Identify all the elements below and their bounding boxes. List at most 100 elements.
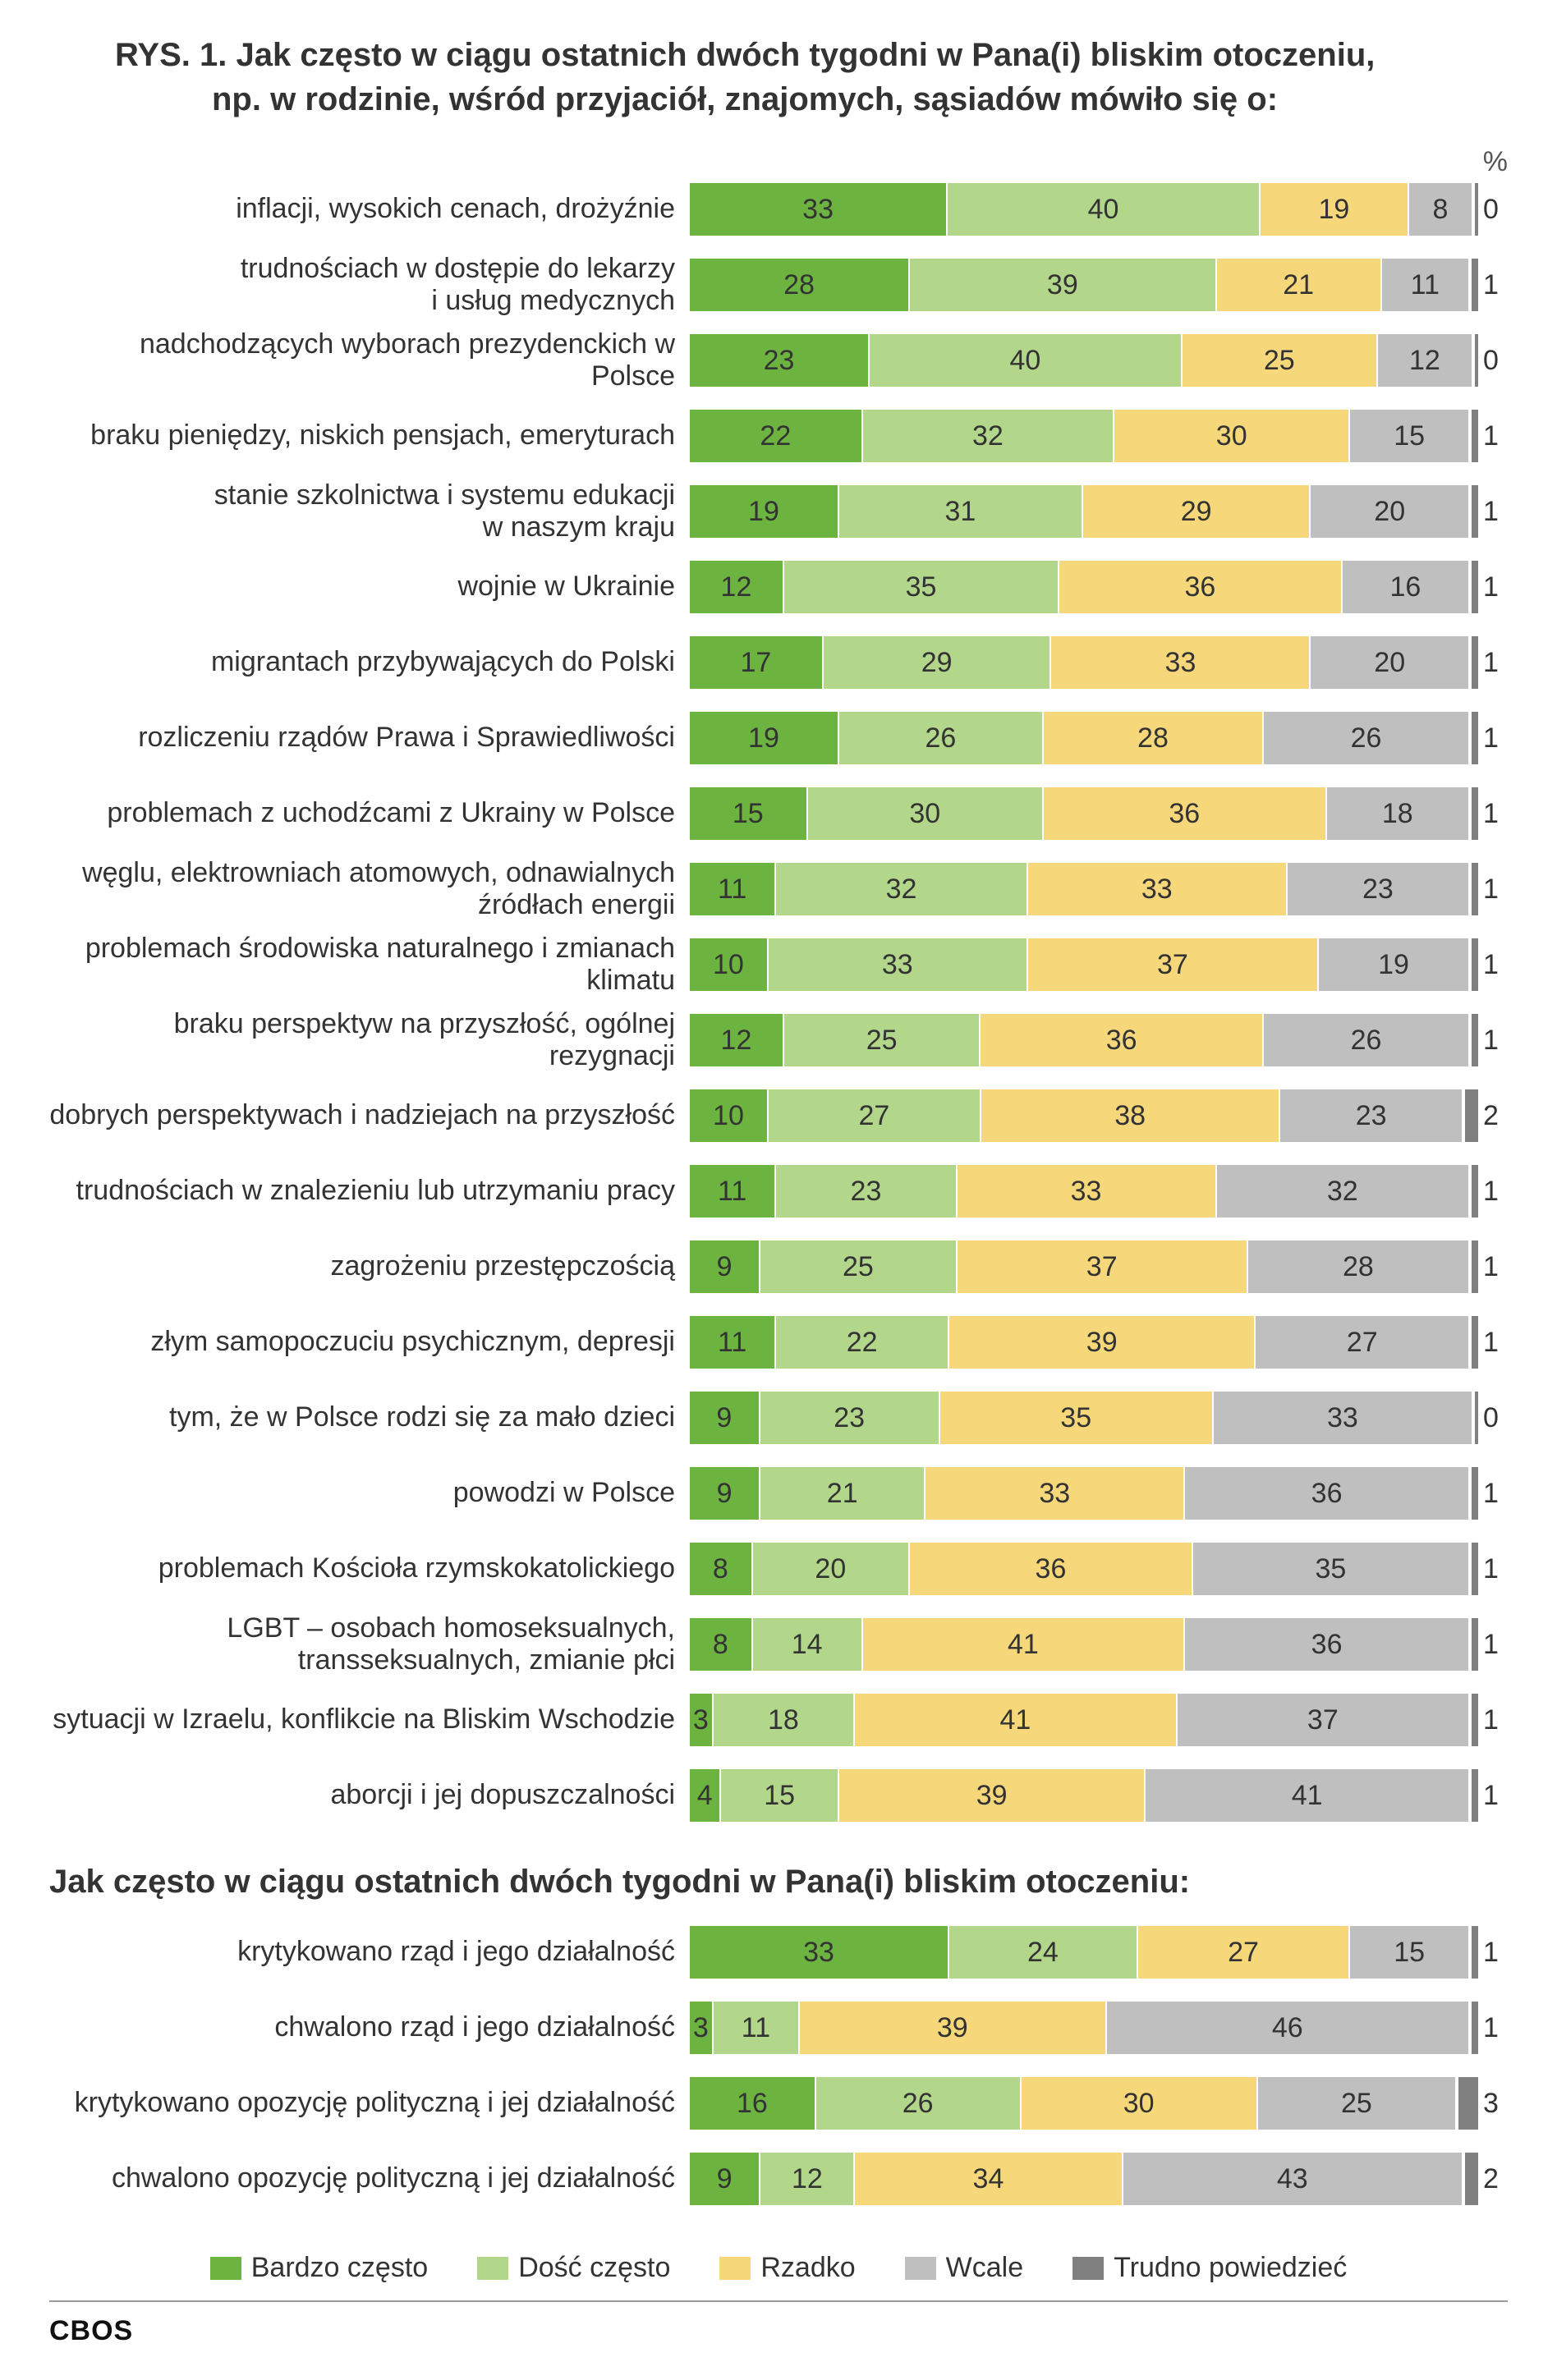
bar-segment-last-sliver [1472, 1926, 1478, 1979]
stacked-bar: 11223927 [690, 1316, 1468, 1369]
row-label: sytuacji w Izraelu, konflikcie na Bliski… [49, 1704, 690, 1736]
bar-segment: 39 [949, 1316, 1256, 1369]
chart-row: aborcji i jej dopuszczalności41539411 [49, 1763, 1508, 1827]
bar-segment: 40 [948, 183, 1261, 236]
bar-segment: 36 [1185, 1618, 1468, 1671]
chart-row: problemach Kościoła rzymskokatolickiego8… [49, 1537, 1508, 1601]
bar-segment-last-sliver [1472, 485, 1478, 538]
bar-segment: 33 [769, 938, 1028, 991]
chart-row: inflacji, wysokich cenach, drożyźnie3340… [49, 177, 1508, 241]
bar-segment-last-label: 1 [1478, 647, 1508, 679]
chart-row: węglu, elektrowniach atomowych, odnawial… [49, 857, 1508, 921]
bar-wrap: 31139461 [690, 2002, 1508, 2054]
bar-segment-last-label: 1 [1478, 1937, 1508, 1969]
bar-segment-last-label: 1 [1478, 1780, 1508, 1812]
bar-segment-last-sliver [1472, 1165, 1478, 1218]
bar-segment: 8 [1409, 183, 1472, 236]
legend-swatch [719, 2257, 751, 2280]
row-label: chwalono rząd i jego działalność [49, 2011, 690, 2043]
stacked-bar: 3340198 [690, 183, 1472, 236]
bar-segment: 27 [769, 1089, 981, 1142]
bar-segment-last-sliver [1472, 410, 1478, 462]
stacked-bar: 9253728 [690, 1240, 1468, 1293]
bar-segment: 36 [1059, 561, 1343, 613]
chart-row: trudnościach w znalezieniu lub utrzymani… [49, 1159, 1508, 1223]
bar-segment: 17 [690, 636, 824, 689]
bar-segment: 19 [690, 485, 839, 538]
bar-segment: 20 [753, 1543, 911, 1595]
legend-label: Wcale [946, 2252, 1023, 2284]
bar-segment-last-label: 1 [1478, 420, 1508, 452]
chart-row: stanie szkolnictwa i systemu edukacjiw n… [49, 479, 1508, 543]
chart-title: RYS. 1. Jak często w ciągu ostatnich dwó… [146, 33, 1508, 122]
bar-segment-last-sliver [1472, 2002, 1478, 2054]
stacked-bar: 9233533 [690, 1392, 1472, 1444]
bar-segment: 28 [1044, 712, 1264, 764]
bar-segment: 40 [870, 334, 1183, 387]
bar-segment-last-label: 1 [1478, 571, 1508, 603]
bar-segment-last-sliver [1472, 1014, 1478, 1066]
stacked-bar: 19312920 [690, 485, 1468, 538]
bar-segment: 19 [1319, 938, 1468, 991]
bar-segment: 29 [1083, 485, 1311, 538]
stacked-bar: 11323323 [690, 863, 1468, 915]
row-label: tym, że w Polsce rodzi się za mało dziec… [49, 1401, 690, 1433]
bar-segment-last-label: 2 [1478, 2163, 1508, 2195]
bar-segment: 29 [824, 636, 1052, 689]
bar-segment-last-label: 1 [1478, 1025, 1508, 1057]
bar-segment: 26 [816, 2077, 1022, 2130]
bar-wrap: 192628261 [690, 712, 1508, 764]
bar-wrap: 153036181 [690, 787, 1508, 840]
bar-segment-last-label: 1 [1478, 496, 1508, 528]
bar-segment: 21 [1217, 259, 1382, 311]
bar-segment: 15 [690, 787, 808, 840]
stacked-bar: 4153941 [690, 1769, 1468, 1822]
legend-label: Bardzo często [251, 2252, 428, 2284]
row-label: trudnościach w dostępie do lekarzyi usłu… [49, 253, 690, 317]
row-label: wojnie w Ukrainie [49, 571, 690, 603]
chart-subtitle: Jak często w ciągu ostatnich dwóch tygod… [49, 1864, 1508, 1901]
bar-segment: 16 [690, 2077, 816, 2130]
bar-segment: 33 [958, 1165, 1217, 1218]
chart-row: dobrych perspektywach i nadziejach na pr… [49, 1084, 1508, 1148]
row-label: inflacji, wysokich cenach, drożyźnie [49, 193, 690, 225]
bar-segment: 22 [776, 1316, 949, 1369]
bar-wrap: 102738232 [690, 1089, 1508, 1142]
legend-label: Trudno powiedzieć [1114, 2252, 1347, 2284]
bar-segment: 19 [690, 712, 839, 764]
bar-segment: 33 [1214, 1392, 1472, 1444]
bar-segment: 25 [1183, 334, 1378, 387]
stacked-bar: 19262826 [690, 712, 1468, 764]
chart-row: sytuacji w Izraelu, konflikcie na Bliski… [49, 1688, 1508, 1752]
chart-row: braku pieniędzy, niskich pensjach, emery… [49, 404, 1508, 468]
chart-row: wojnie w Ukrainie12353616 1 [49, 555, 1508, 619]
bar-segment-last-label: 1 [1478, 798, 1508, 830]
bar-segment: 4 [690, 1769, 721, 1822]
bar-segment: 28 [690, 259, 910, 311]
bar-segment-last-label: 1 [1478, 2012, 1508, 2044]
bar-wrap: 162630253 [690, 2077, 1508, 2130]
bar-segment-last-label: 1 [1478, 269, 1508, 301]
stacked-bar: 9213336 [690, 1467, 1468, 1520]
row-label: trudnościach w znalezieniu lub utrzymani… [49, 1175, 690, 1207]
bar-segment: 32 [863, 410, 1114, 462]
bar-wrap: 112239271 [690, 1316, 1508, 1369]
stacked-bar: 17293320 [690, 636, 1468, 689]
bar-segment-last-label: 0 [1478, 1402, 1508, 1434]
bar-segment-last-sliver [1472, 1316, 1478, 1369]
stacked-bar: 3184137 [690, 1694, 1468, 1746]
bar-segment: 23 [760, 1392, 940, 1444]
bar-segment: 46 [1107, 2002, 1468, 2054]
bar-segment: 15 [1350, 410, 1468, 462]
bar-wrap: 92133361 [690, 1467, 1508, 1520]
bar-segment: 39 [800, 2002, 1106, 2054]
row-label: rozliczeniu rządów Prawa i Sprawiedliwoś… [49, 722, 690, 754]
stacked-bar: 12353616 [690, 561, 1468, 613]
stacked-bar: 10273823 [690, 1089, 1462, 1142]
legend-swatch [905, 2257, 936, 2280]
bar-segment: 37 [1178, 1694, 1468, 1746]
legend-swatch [1072, 2257, 1104, 2280]
bar-segment: 3 [690, 2002, 714, 2054]
bar-segment: 26 [1264, 712, 1468, 764]
bar-segment: 8 [690, 1543, 753, 1595]
